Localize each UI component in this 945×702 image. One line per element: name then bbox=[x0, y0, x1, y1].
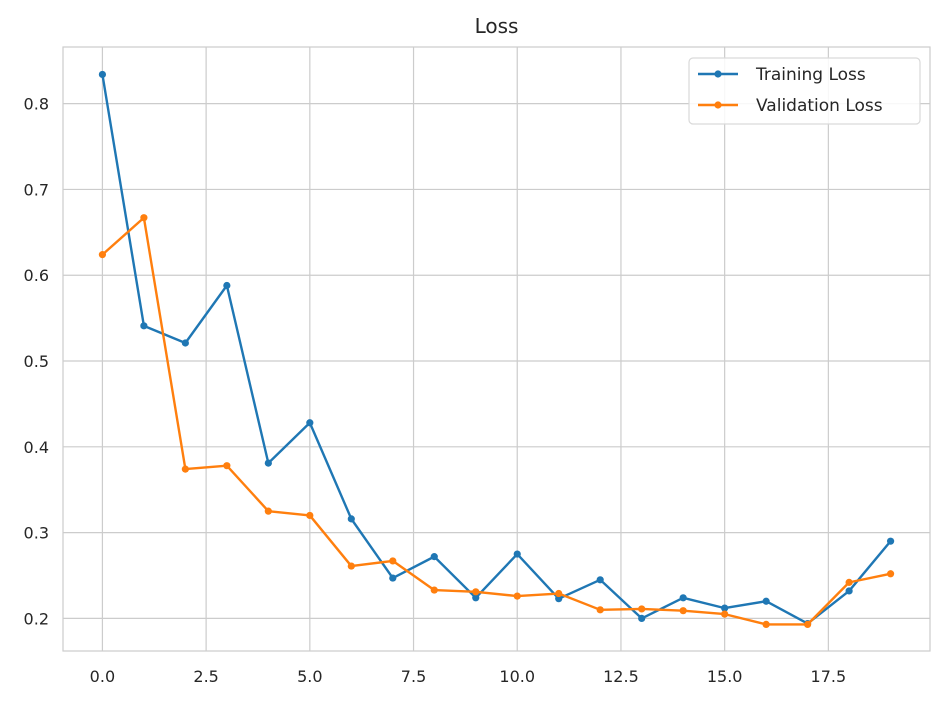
series-line-validation-loss bbox=[101, 216, 891, 626]
chart-title: Loss bbox=[475, 14, 519, 38]
x-tick-label: 15.0 bbox=[707, 667, 743, 686]
legend-marker-training-loss bbox=[714, 70, 722, 78]
data-point-training-loss bbox=[762, 597, 770, 605]
data-point-training-loss bbox=[679, 594, 687, 602]
data-point-validation-loss bbox=[679, 607, 687, 615]
series-layer bbox=[98, 70, 895, 629]
y-axis-ticks: 0.2 0.3 0.4 0.5 0.6 0.7 0.8 bbox=[24, 95, 49, 629]
data-point-validation-loss bbox=[389, 557, 397, 565]
data-point-training-loss bbox=[430, 553, 438, 561]
x-tick-label: 12.5 bbox=[603, 667, 639, 686]
data-point-validation-loss bbox=[140, 214, 148, 222]
data-point-validation-loss bbox=[472, 588, 480, 596]
x-tick-label: 17.5 bbox=[811, 667, 847, 686]
series-line-training-loss bbox=[101, 74, 892, 625]
data-point-training-loss bbox=[98, 70, 107, 79]
data-point-training-loss bbox=[721, 604, 729, 612]
data-point-training-loss bbox=[140, 322, 148, 330]
data-point-training-loss bbox=[845, 587, 853, 595]
legend: Training Loss Validation Loss bbox=[688, 57, 921, 125]
data-point-validation-loss bbox=[762, 620, 770, 629]
data-point-validation-loss bbox=[804, 620, 812, 629]
data-point-validation-loss bbox=[223, 462, 231, 470]
data-point-training-loss bbox=[596, 576, 604, 584]
data-point-validation-loss bbox=[513, 592, 521, 600]
legend-label-training-loss: Training Loss bbox=[755, 65, 866, 85]
data-point-validation-loss bbox=[98, 251, 107, 259]
data-point-training-loss bbox=[513, 550, 521, 558]
data-point-validation-loss bbox=[264, 507, 272, 515]
data-point-training-loss bbox=[472, 594, 480, 602]
y-tick-label: 0.7 bbox=[24, 180, 49, 199]
data-point-validation-loss bbox=[347, 562, 355, 570]
data-point-validation-loss bbox=[555, 589, 563, 598]
x-tick-label: 0.0 bbox=[90, 667, 115, 686]
legend-item-validation-loss: Validation Loss bbox=[698, 96, 883, 116]
data-point-validation-loss bbox=[430, 586, 438, 594]
y-tick-label: 0.4 bbox=[24, 438, 49, 457]
x-tick-label: 5.0 bbox=[297, 667, 322, 686]
data-point-validation-loss bbox=[886, 570, 895, 578]
data-point-validation-loss bbox=[181, 465, 189, 473]
series-validation-loss bbox=[98, 214, 895, 629]
data-point-training-loss bbox=[347, 515, 355, 523]
data-point-training-loss bbox=[638, 614, 646, 622]
data-point-validation-loss bbox=[845, 578, 853, 586]
legend-box bbox=[688, 57, 921, 125]
data-point-training-loss bbox=[181, 339, 189, 347]
series-training-loss bbox=[98, 70, 895, 628]
y-tick-label: 0.3 bbox=[24, 524, 49, 543]
y-tick-label: 0.5 bbox=[24, 352, 49, 371]
data-point-training-loss bbox=[264, 459, 272, 467]
data-point-training-loss bbox=[223, 281, 231, 290]
y-tick-label: 0.2 bbox=[24, 609, 49, 628]
grid bbox=[63, 47, 930, 651]
data-point-validation-loss bbox=[638, 605, 646, 613]
y-tick-label: 0.8 bbox=[24, 95, 49, 114]
data-point-validation-loss bbox=[596, 606, 604, 614]
data-point-validation-loss bbox=[306, 511, 314, 520]
data-point-validation-loss bbox=[721, 610, 729, 618]
data-point-training-loss bbox=[555, 595, 563, 603]
y-tick-label: 0.6 bbox=[24, 266, 49, 285]
x-tick-label: 2.5 bbox=[193, 667, 218, 686]
x-tick-label: 7.5 bbox=[401, 667, 426, 686]
x-axis-ticks: 0.0 2.5 5.0 7.5 10.0 12.5 15.0 17.5 bbox=[90, 667, 846, 686]
plot-frame bbox=[62, 46, 931, 652]
legend-label-validation-loss: Validation Loss bbox=[756, 96, 883, 116]
data-point-training-loss bbox=[389, 574, 397, 582]
data-point-training-loss bbox=[886, 537, 895, 545]
data-point-training-loss bbox=[306, 419, 314, 427]
legend-item-training-loss: Training Loss bbox=[698, 65, 866, 85]
x-tick-label: 10.0 bbox=[499, 667, 535, 686]
legend-marker-validation-loss bbox=[714, 101, 722, 109]
